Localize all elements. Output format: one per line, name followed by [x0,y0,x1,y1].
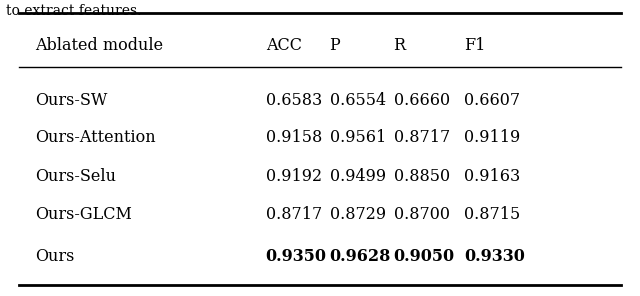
Text: P: P [330,37,340,54]
Text: Ours: Ours [35,247,75,265]
Text: 0.9158: 0.9158 [266,129,322,146]
Text: ACC: ACC [266,37,301,54]
Text: Ablated module: Ablated module [35,37,163,54]
Text: R: R [394,37,406,54]
Text: 0.6660: 0.6660 [394,92,450,109]
Text: 0.9163: 0.9163 [464,168,520,185]
Text: 0.9628: 0.9628 [330,247,391,265]
Text: 0.9050: 0.9050 [394,247,455,265]
Text: 0.8715: 0.8715 [464,206,520,223]
Text: to extract features.: to extract features. [6,4,142,18]
Text: 0.9499: 0.9499 [330,168,386,185]
Text: 0.6583: 0.6583 [266,92,322,109]
Text: 0.6554: 0.6554 [330,92,386,109]
Text: 0.9350: 0.9350 [266,247,326,265]
Text: 0.8700: 0.8700 [394,206,450,223]
Text: 0.9119: 0.9119 [464,129,520,146]
Text: 0.9561: 0.9561 [330,129,386,146]
Text: 0.8850: 0.8850 [394,168,450,185]
Text: F1: F1 [464,37,485,54]
Text: Ours-Selu: Ours-Selu [35,168,116,185]
Text: 0.8729: 0.8729 [330,206,386,223]
Text: 0.6607: 0.6607 [464,92,520,109]
Text: 0.8717: 0.8717 [394,129,450,146]
Text: 0.8717: 0.8717 [266,206,322,223]
Text: 0.9192: 0.9192 [266,168,322,185]
Text: Ours-SW: Ours-SW [35,92,108,109]
Text: Ours-GLCM: Ours-GLCM [35,206,132,223]
Text: Ours-Attention: Ours-Attention [35,129,156,146]
Text: 0.9330: 0.9330 [464,247,525,265]
